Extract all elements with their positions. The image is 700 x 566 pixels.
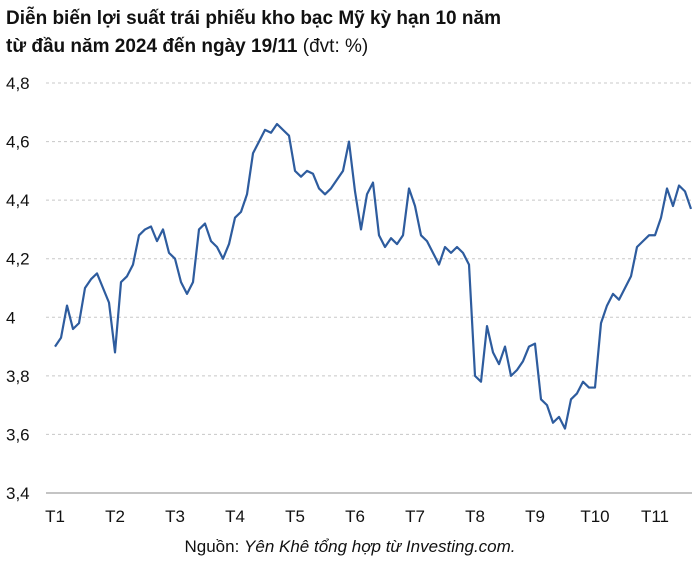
chart-subtitle-line: từ đầu năm 2024 đến ngày 19/11 (đvt: %) (6, 36, 368, 57)
y-tick-label: 3,8 (6, 367, 30, 386)
x-tick-label: T1 (45, 507, 65, 526)
x-tick-label: T9 (525, 507, 545, 526)
y-tick-label: 3,4 (6, 484, 30, 503)
y-tick-label: 4,6 (6, 133, 30, 152)
x-tick-label: T11 (641, 507, 669, 526)
x-tick-label: T3 (165, 507, 185, 526)
x-tick-label: T10 (580, 507, 609, 526)
source-text: Yên Khê tổng hợp từ Investing.com. (244, 537, 516, 556)
x-tick-label: T4 (225, 507, 245, 526)
unit: (đvt: %) (303, 36, 368, 57)
chart-title: Diễn biến lợi suất trái phiếu kho bạc Mỹ… (6, 7, 501, 29)
y-tick-label: 3,6 (6, 425, 30, 444)
x-tick-label: T7 (405, 507, 425, 526)
y-tick-label: 4,8 (6, 74, 30, 93)
y-tick-label: 4,2 (6, 250, 30, 269)
y-tick-label: 4,4 (6, 191, 30, 210)
x-tick-label: T8 (465, 507, 485, 526)
y-tick-label: 4 (6, 308, 15, 327)
x-tick-label: T5 (285, 507, 305, 526)
source: Nguồn: Yên Khê tổng hợp từ Investing.com… (184, 537, 515, 556)
source-label: Nguồn: (184, 537, 239, 556)
x-tick-label: T2 (105, 507, 125, 526)
chart-subtitle: từ đầu năm 2024 đến ngày 19/11 (6, 36, 298, 57)
line-series (54, 122, 693, 430)
x-tick-label: T6 (345, 507, 365, 526)
